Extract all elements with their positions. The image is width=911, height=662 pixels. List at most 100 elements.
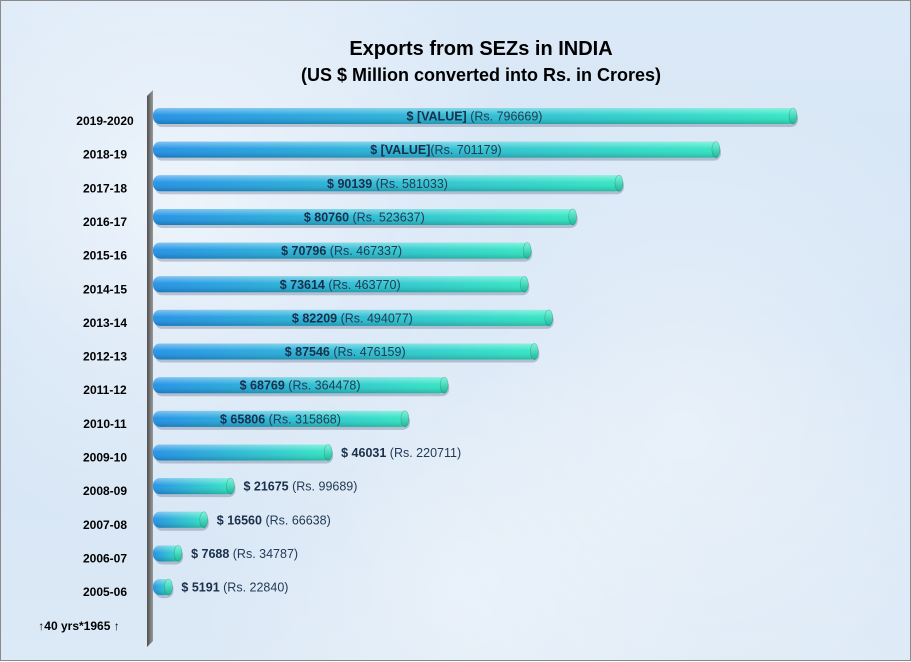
bar-end-cap (614, 175, 624, 192)
bar-2017-18 (153, 175, 624, 195)
bar-shine (153, 208, 576, 225)
category-label: 2007-08 (83, 518, 127, 532)
data-label-usd: $ 65806 (220, 412, 265, 426)
category-label: 2011-12 (83, 383, 127, 397)
bar-2012-13 (153, 343, 540, 363)
category-label: 2008-09 (83, 484, 127, 498)
bar-shine (153, 276, 528, 293)
data-labels: $ [VALUE] (Rs. 796669)$ [VALUE](Rs. 7011… (181, 110, 542, 595)
data-label: $ 16560 (Rs. 66638) (217, 513, 331, 527)
chart-subtitle: (US $ Million converted into Rs. in Cror… (301, 65, 661, 85)
bar-shine (153, 444, 332, 461)
axis-wall-panel (147, 90, 153, 647)
data-label: $ 5191 (Rs. 22840) (181, 581, 288, 595)
bar-end-cap (164, 578, 173, 596)
data-label-rs: (Rs. 463770) (325, 278, 401, 292)
data-label-rs: (Rs. 22840) (220, 581, 289, 595)
bar-end-cap (199, 511, 209, 529)
bar-2013-14 (153, 309, 554, 329)
data-label-rs: (Rs. 220711) (386, 446, 461, 460)
data-label-rs: (Rs. 494077) (337, 311, 413, 325)
data-label: $ 21675 (Rs. 99689) (243, 480, 357, 494)
data-label: $ 82209 (Rs. 494077) (292, 311, 413, 325)
category-label: 2006-07 (83, 551, 127, 565)
bar-2014-15 (153, 275, 530, 296)
bar-2007-08 (153, 511, 209, 531)
bar-shine (153, 141, 719, 158)
data-label: $ 70796 (Rs. 467337) (281, 244, 402, 258)
data-label: $ 68769 (Rs. 364478) (240, 379, 361, 393)
data-label-usd: $ 70796 (281, 244, 326, 258)
bar-2006-07 (153, 545, 184, 565)
bar-2018-19 (153, 141, 721, 161)
category-label: 2016-17 (83, 215, 127, 229)
bar-end-cap (788, 107, 798, 125)
bar-2009-10 (153, 444, 334, 464)
category-labels: 2019-2020 2018-19 2017-18 2016-17 2015-16 201… (76, 114, 134, 599)
data-label-usd: $ 73614 (280, 278, 325, 292)
data-label: $ 90139 (Rs. 581033) (327, 177, 448, 191)
bar-shine (153, 478, 234, 495)
category-label: 2018-19 (83, 148, 127, 162)
bar-2010-11 (153, 410, 410, 430)
data-label-usd: $ 68769 (240, 379, 285, 393)
bar-shine (153, 343, 538, 360)
bar-2005-06 (153, 578, 174, 599)
data-label-rs: (Rs. 66638) (262, 513, 331, 527)
chart-title: Exports from SEZs in INDIA (349, 38, 612, 60)
category-label: 2017-18 (83, 181, 127, 195)
data-label-rs: (Rs. 581033) (372, 177, 448, 191)
data-label-rs: (Rs. 99689) (289, 480, 358, 494)
data-label: $ 46031 (Rs. 220711) (341, 446, 461, 460)
data-label: $ [VALUE] (Rs. 796669) (407, 110, 543, 124)
data-label-usd: $ 7688 (191, 547, 229, 561)
data-label-usd: $ [VALUE] (407, 110, 467, 124)
bar-end-cap (520, 275, 529, 293)
bar-shine (153, 410, 408, 427)
bar-end-cap (400, 410, 410, 428)
bar-shine (153, 511, 207, 528)
bar-end-cap (522, 242, 532, 259)
data-label-usd: $ 5191 (181, 581, 219, 595)
bar-end-cap (439, 376, 449, 394)
data-label-usd: $ 82209 (292, 311, 337, 325)
category-label: 2014-15 (83, 282, 127, 296)
data-label-rs: (Rs. 34787) (229, 547, 298, 561)
data-label-rs: (Rs. 315868) (265, 412, 341, 426)
bar-2011-12 (153, 376, 450, 397)
data-label: $ 87546 (Rs. 476159) (285, 345, 406, 359)
data-label: $ 73614 (Rs. 463770) (280, 278, 401, 292)
bar-2015-16 (153, 242, 533, 262)
data-label-rs: (Rs. 701179) (430, 143, 501, 157)
bar-shine (153, 175, 622, 192)
category-label: 2010-11 (83, 417, 127, 431)
bar-end-cap (323, 444, 333, 461)
data-label-usd: $ [VALUE] (370, 143, 430, 157)
data-label: $ [VALUE](Rs. 701179) (370, 143, 502, 157)
bar-shine (153, 377, 448, 394)
bar-2016-17 (153, 208, 578, 228)
data-label-rs: (Rs. 364478) (285, 379, 361, 393)
category-label: 2015-16 (83, 249, 127, 263)
category-axis-wall (147, 90, 153, 647)
bar-end-cap (173, 545, 183, 562)
data-label: $ 7688 (Rs. 34787) (191, 547, 298, 561)
bar-end-cap (711, 141, 721, 158)
data-label-rs: (Rs. 796669) (467, 110, 543, 124)
category-label: 2013-14 (83, 316, 127, 330)
data-label-usd: $ 90139 (327, 177, 372, 191)
data-label-rs: (Rs. 467337) (326, 244, 402, 258)
footer-label: ↑40 yrs*1965 ↑ (38, 619, 119, 633)
data-label-usd: $ 21675 (243, 480, 288, 494)
category-label: 2009-10 (83, 451, 127, 465)
data-label-usd: $ 46031 (341, 446, 386, 460)
bar-2008-09 (153, 477, 236, 498)
bar-2019-2020 (153, 107, 798, 127)
bar-end-cap (568, 208, 577, 226)
data-label-rs: (Rs. 523637) (349, 210, 425, 224)
bar-shine (153, 242, 531, 259)
data-label-rs: (Rs. 476159) (330, 345, 406, 359)
category-label: 2019-2020 (76, 114, 134, 128)
